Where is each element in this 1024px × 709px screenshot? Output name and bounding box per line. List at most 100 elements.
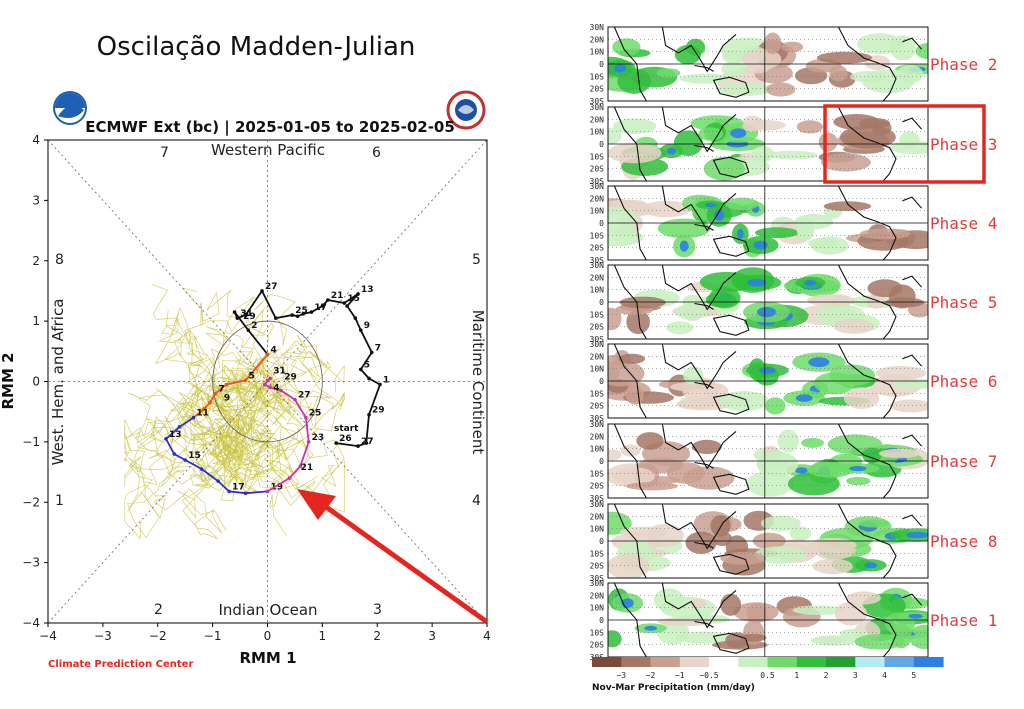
day-label: 4: [271, 345, 277, 355]
coastline: [661, 27, 737, 73]
coastline: [712, 314, 750, 336]
series-point: [208, 400, 212, 405]
coastline: [837, 344, 897, 418]
coastline: [712, 632, 750, 654]
lat-label: 10S: [590, 231, 605, 240]
precip-anomaly: [866, 293, 886, 309]
ensemble-member: [247, 357, 304, 427]
precip-anomaly-strong: [737, 228, 744, 239]
precip-anomaly-strong: [747, 278, 767, 287]
phase-label: Phase 3: [930, 135, 997, 154]
precip-anomaly: [675, 303, 707, 320]
day-label: 7: [218, 385, 224, 395]
lat-label: 30S: [590, 414, 605, 423]
precip-anomaly: [673, 130, 703, 156]
lat-label: 30N: [590, 23, 605, 32]
map-content: [608, 583, 928, 657]
y-axis-label: RMM 2: [0, 352, 17, 409]
precip-anomaly: [840, 125, 896, 149]
ensemble-member: [246, 335, 308, 415]
lat-label: 20N: [590, 194, 605, 203]
colorbar-swatch: [767, 657, 798, 667]
series-point: [213, 391, 218, 396]
ensemble-member: [212, 381, 269, 442]
precip-anomaly-strong: [908, 614, 923, 619]
lat-label: 20N: [590, 35, 605, 44]
precip-anomaly: [755, 227, 799, 239]
precip-anomaly: [636, 432, 664, 450]
series-point: [293, 397, 297, 402]
coastline: [902, 593, 923, 606]
coastline: [694, 381, 714, 389]
lat-label: 0: [599, 298, 604, 307]
coastline: [661, 344, 737, 390]
lat-label: 0: [599, 60, 604, 69]
y-tick-label: 2: [32, 254, 40, 268]
lat-label: 0: [599, 219, 604, 228]
precip-anomaly-strong: [666, 147, 677, 155]
day-label: 9: [364, 321, 370, 331]
series-point: [224, 382, 229, 387]
lat-label: 30N: [590, 579, 605, 588]
ensemble-member: [169, 401, 247, 482]
colorbar: −3 −2 −1 −0.5 0.5 1 2 3 4 5: [592, 657, 944, 680]
series-point: [358, 328, 363, 332]
precip-anomaly-strong: [849, 465, 867, 472]
series-point: [290, 313, 294, 317]
precip-anomaly: [608, 142, 662, 164]
lat-label: 0: [599, 616, 604, 625]
ensemble-member: [245, 340, 345, 405]
lat-label: 10N: [590, 604, 605, 613]
precip-anomaly: [608, 206, 637, 230]
precip-anomaly: [878, 448, 921, 459]
precip-anomaly: [608, 128, 622, 145]
day-label: 31: [240, 309, 253, 319]
precip-anomaly: [670, 381, 722, 392]
precip-anomaly: [625, 482, 678, 491]
precip-anomaly: [839, 628, 869, 639]
map-content: [608, 424, 928, 498]
precip-anomaly: [625, 384, 644, 405]
precip-anomaly: [915, 42, 928, 60]
ensemble-member: [151, 283, 275, 395]
ensemble-member: [124, 437, 219, 487]
series-point: [320, 304, 325, 308]
phase-number-5: 5: [472, 252, 481, 268]
coastline: [837, 504, 897, 578]
colorbar-label: Nov-Mar Precipitation (mm/day): [592, 683, 755, 693]
phase-label: Phase 6: [930, 372, 997, 391]
precip-anomaly: [899, 131, 920, 149]
series-point: [353, 316, 358, 320]
phase-number-3: 3: [373, 602, 382, 618]
ensemble-member: [152, 415, 229, 463]
day-label: 29: [372, 406, 385, 416]
precip-anomaly-strong: [795, 467, 808, 474]
series-point: [262, 382, 267, 387]
day-label: 27: [361, 437, 374, 447]
ensemble-member: [182, 440, 233, 539]
series-point: [232, 310, 237, 314]
colorbar-swatch: [592, 657, 622, 667]
map-frame: [607, 26, 929, 102]
coastline: [613, 186, 647, 260]
ensemble-member: [191, 370, 264, 452]
lat-label: 20N: [590, 352, 605, 361]
lat-label: 10S: [590, 72, 605, 81]
map-panel: 30N 20N 10N 0 10S 20S 30S Phase 2: [590, 23, 998, 106]
series-line-2: [164, 416, 268, 495]
coastline: [613, 107, 647, 181]
precip-anomaly-strong: [864, 562, 878, 569]
x-tick-label: 4: [483, 629, 491, 643]
precip-anomaly: [812, 558, 853, 575]
map-content: [608, 186, 928, 260]
coastline: [613, 424, 647, 498]
phase-label: Phase 2: [930, 55, 997, 74]
ensemble-member: [244, 383, 318, 507]
precip-anomaly: [716, 82, 773, 96]
ensemble-member: [220, 294, 296, 392]
colorbar-tick-label: 1: [794, 671, 799, 680]
ensemble-member: [244, 423, 320, 470]
region-maritime-continent: Maritime Continent: [469, 310, 487, 455]
credit-text: Climate Prediction Center: [48, 659, 193, 670]
coastline: [661, 583, 737, 629]
